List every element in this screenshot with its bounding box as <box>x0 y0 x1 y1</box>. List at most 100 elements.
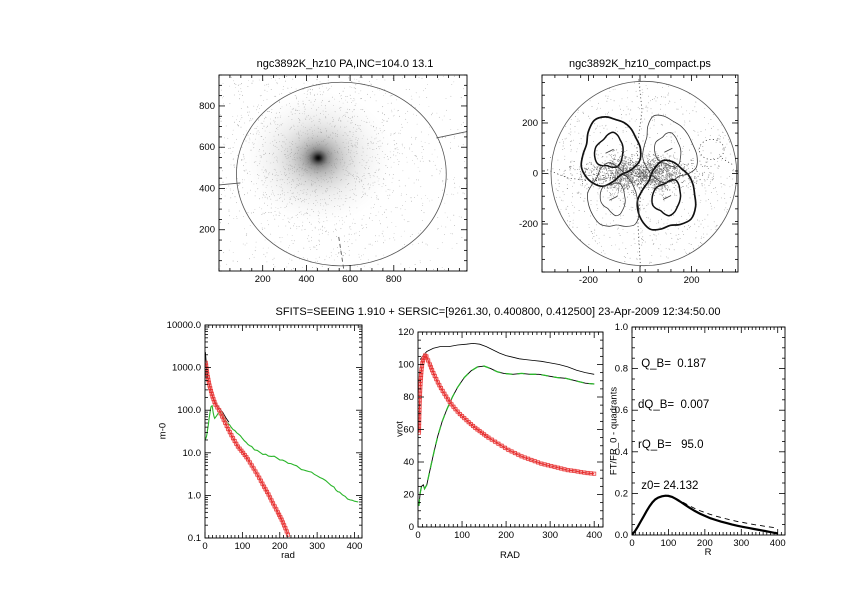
band-dot <box>598 178 599 180</box>
noise-dot <box>421 198 422 200</box>
noise-dot <box>427 244 428 246</box>
band-dot <box>701 185 703 187</box>
band-dot <box>675 173 677 175</box>
band-dot <box>588 167 589 169</box>
band-dot <box>582 183 584 185</box>
band-dot <box>696 171 698 173</box>
cluster-dot <box>646 174 648 176</box>
band-dot <box>679 174 681 176</box>
cluster-dot <box>643 174 645 176</box>
noise-dot <box>717 200 719 202</box>
cluster-dot <box>658 158 660 160</box>
noise-dot <box>293 240 295 242</box>
noise-dot <box>241 147 243 149</box>
noise-dot <box>222 83 224 84</box>
cluster-dot <box>665 188 667 190</box>
noise-dot <box>248 114 249 116</box>
noise-dot <box>571 192 573 194</box>
noise-dot <box>569 141 571 142</box>
noise-dot <box>559 141 561 143</box>
noise-dot <box>279 237 281 239</box>
noise-dot <box>391 222 393 223</box>
cluster-dot <box>640 177 642 178</box>
noise-dot <box>594 239 596 241</box>
band-dot <box>662 175 664 177</box>
cluster-dot <box>643 180 645 182</box>
noise-dot <box>682 147 684 149</box>
band-dot <box>600 166 601 168</box>
band-dot <box>687 177 689 179</box>
noise-dot <box>570 131 572 133</box>
band-dot <box>648 186 649 188</box>
cluster-dot <box>631 154 632 156</box>
noise-dot <box>379 89 381 91</box>
cluster-dot <box>665 164 667 166</box>
noise-dot <box>224 144 226 146</box>
band-dot <box>678 172 680 174</box>
noise-dot <box>402 170 404 172</box>
band-dot <box>563 173 565 175</box>
noise-dot <box>239 98 240 100</box>
noise-dot <box>612 193 614 194</box>
noise-dot <box>681 151 683 153</box>
cluster-dot <box>613 187 615 189</box>
noise-dot <box>695 231 697 233</box>
noise-dot <box>713 221 715 223</box>
band-dot <box>603 182 605 184</box>
band-dot <box>642 173 644 175</box>
noise-dot <box>626 231 628 233</box>
noise-dot <box>393 114 395 116</box>
noise-dot <box>648 262 650 264</box>
noise-dot <box>579 197 581 199</box>
noise-dot <box>394 80 395 81</box>
noise-dot <box>597 192 599 194</box>
noise-dot <box>371 220 373 221</box>
cluster-dot <box>607 187 609 189</box>
band-dot <box>659 176 661 178</box>
cluster-dot <box>652 161 654 163</box>
noise-dot <box>647 203 649 205</box>
noise-dot <box>644 241 646 243</box>
band-dot <box>691 159 693 161</box>
band-dot <box>611 156 613 158</box>
cluster-dot <box>613 185 615 187</box>
band-dot <box>663 176 665 178</box>
cluster-dot <box>629 167 631 169</box>
noise-dot <box>570 150 572 152</box>
band-dot <box>678 177 680 179</box>
band-dot <box>633 175 635 177</box>
cluster-dot <box>641 179 643 181</box>
noise-dot <box>679 99 681 101</box>
noise-dot <box>418 77 420 78</box>
noise-dot <box>293 268 295 270</box>
cluster-dot <box>650 180 652 182</box>
band-dot <box>623 162 625 164</box>
noise-dot <box>233 80 234 82</box>
noise-dot <box>657 113 659 115</box>
band-dot <box>559 169 561 171</box>
noise-dot <box>230 197 232 199</box>
noise-dot <box>562 149 564 150</box>
noise-dot <box>282 219 284 220</box>
band-dot <box>586 163 587 165</box>
band-dot <box>605 176 607 178</box>
band-dot <box>617 173 619 175</box>
cluster-dot <box>667 186 669 188</box>
noise-dot <box>666 233 667 235</box>
noise-dot <box>348 233 350 235</box>
noise-dot <box>340 228 342 230</box>
noise-dot <box>678 234 680 235</box>
band-dot <box>584 168 586 170</box>
noise-dot <box>596 209 598 211</box>
noise-dot <box>393 233 395 235</box>
noise-dot <box>644 156 646 158</box>
band-dot <box>647 184 649 186</box>
noise-dot <box>384 211 385 213</box>
noise-dot <box>399 153 400 154</box>
band-dot <box>666 172 668 174</box>
noise-dot <box>672 182 674 184</box>
noise-dot <box>262 247 264 249</box>
cluster-dot <box>614 154 616 156</box>
noise-dot <box>612 89 614 91</box>
noise-dot <box>400 129 402 131</box>
